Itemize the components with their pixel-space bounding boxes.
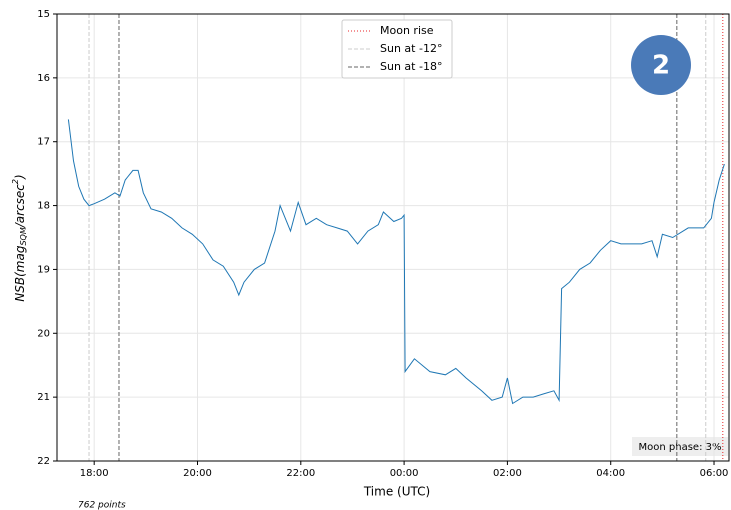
data-line [67,119,725,405]
legend-label: Sun at -12° [380,42,442,55]
y-tick-label: 22 [37,456,50,467]
y-tick-label: 16 [37,73,50,84]
moon-phase: Moon phase: 3% [639,442,722,453]
x-tick-label: 00:00 [390,468,419,479]
badge [631,35,691,95]
x-tick-label: 22:00 [286,468,315,479]
y-tick-label: 21 [37,392,50,403]
y-tick-label: 15 [37,9,50,20]
badge-label: 2 [652,51,670,81]
x-tick-label: 20:00 [183,468,212,479]
y-tick-label: 18 [37,201,50,212]
legend-label: Sun at -18° [380,60,442,73]
x-tick-label: 04:00 [596,468,625,479]
y-tick-label: 20 [37,328,50,339]
y-axis-label: NSB(magSQM/arcsec2) [11,174,28,301]
x-tick-label: 02:00 [493,468,522,479]
y-tick-label: 19 [37,264,50,275]
x-tick-label: 18:00 [80,468,109,479]
moon-phase-box [632,437,728,456]
x-tick-label: 06:00 [700,468,729,479]
legend-box [341,19,453,79]
points-count: 762 points [78,501,126,510]
plot-frame [56,13,730,462]
legend-label: Moon rise [380,24,434,37]
x-axis-label: Time (UTC) [363,485,430,499]
y-tick-label: 17 [37,137,50,148]
